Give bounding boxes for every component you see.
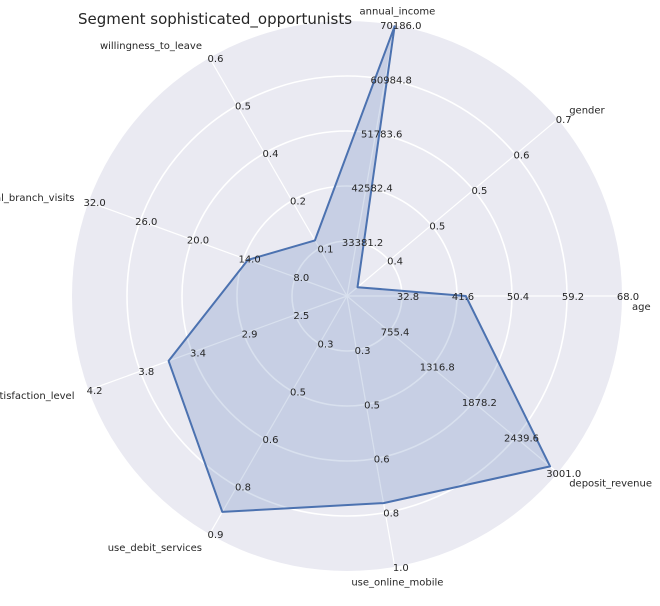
spoke-use_debit_services <box>208 295 348 535</box>
tick-use_online_mobile-2: 0.5 <box>364 400 380 411</box>
tick-annual_income-4: 60984.8 <box>371 75 412 86</box>
axis-label-age: age <box>632 302 651 313</box>
tick-service_satisfaction_level-1: 2.5 <box>293 311 309 322</box>
tick-deposit_revenue-3: 1878.2 <box>462 398 497 409</box>
axis-labels: age gender annual_income willingness_to_lea… <box>0 6 652 588</box>
axis-label-deposit_revenue: deposit_revenue <box>569 478 652 489</box>
chart-title: Segment sophisticated_opportunists <box>78 10 352 29</box>
axis-label-use_debit_services: use_debit_services <box>108 543 202 554</box>
tick-willingness_to_leave-5: 0.6 <box>208 54 224 65</box>
tick-service_satisfaction_level-4: 3.8 <box>138 367 154 378</box>
tick-annual_income-2: 42582.4 <box>351 184 392 195</box>
tick-gender-4: 0.6 <box>514 151 530 162</box>
spoke-willingness_to_leave <box>208 57 348 297</box>
spoke-service_satisfaction_level <box>88 295 348 391</box>
tick-annual_branch_visits-4: 26.0 <box>135 217 157 228</box>
tick-willingness_to_leave-1: 0.1 <box>318 244 334 255</box>
tick-use_debit_services-4: 0.8 <box>235 483 251 494</box>
tick-use_debit_services-5: 0.9 <box>208 530 224 541</box>
tick-annual_branch_visits-5: 32.0 <box>83 198 105 209</box>
tick-deposit_revenue-4: 2439.6 <box>504 433 539 444</box>
tick-service_satisfaction_level-3: 3.4 <box>190 348 206 359</box>
axis-label-annual_income: annual_income <box>360 6 436 17</box>
tick-labels: 32.8 41.6 50.4 59.2 68.0 0.4 0.5 0.5 0.6 0.7 33381… <box>83 21 639 574</box>
tick-use_debit_services-3: 0.6 <box>263 435 279 446</box>
tick-gender-1: 0.4 <box>387 257 403 268</box>
tick-deposit_revenue-2: 1316.8 <box>420 363 455 374</box>
spoke-deposit_revenue <box>346 295 559 474</box>
tick-gender-3: 0.5 <box>471 186 487 197</box>
tick-annual_branch_visits-2: 14.0 <box>238 254 260 265</box>
spoke-annual_income <box>346 25 396 297</box>
tick-willingness_to_leave-4: 0.5 <box>235 102 251 113</box>
spoke-use_online_mobile <box>346 295 396 567</box>
axis-label-annual_branch_visits: annual_branch_visits <box>0 193 75 204</box>
tick-use_online_mobile-3: 0.6 <box>374 455 390 466</box>
axis-label-gender: gender <box>569 106 605 117</box>
tick-annual_income-1: 33381.2 <box>342 238 383 249</box>
tick-age-2: 41.6 <box>452 292 474 303</box>
spoke-annual_branch_visits <box>88 201 348 297</box>
tick-annual_income-5: 70186.0 <box>380 21 421 32</box>
tick-use_online_mobile-5: 1.0 <box>393 563 409 574</box>
spoke-gender <box>346 118 559 297</box>
tick-use_debit_services-1: 0.3 <box>318 340 334 351</box>
tick-age-5: 68.0 <box>617 292 639 303</box>
axis-label-use_online_mobile: use_online_mobile <box>351 578 443 589</box>
tick-age-1: 32.8 <box>397 292 419 303</box>
tick-deposit_revenue-5: 3001.0 <box>546 469 581 480</box>
tick-use_online_mobile-1: 0.3 <box>355 346 371 357</box>
axis-label-willingness_to_leave: willingness_to_leave <box>100 41 202 52</box>
tick-gender-2: 0.5 <box>429 221 445 232</box>
tick-service_satisfaction_level-5: 4.2 <box>87 386 103 397</box>
tick-willingness_to_leave-2: 0.2 <box>290 197 306 208</box>
tick-willingness_to_leave-3: 0.4 <box>263 149 279 160</box>
tick-annual_branch_visits-3: 20.0 <box>187 236 209 247</box>
tick-age-4: 59.2 <box>562 292 584 303</box>
axis-spokes <box>88 25 622 567</box>
series-area <box>167 25 552 513</box>
tick-age-3: 50.4 <box>507 292 529 303</box>
tick-annual_branch_visits-1: 8.0 <box>293 273 309 284</box>
tick-gender-5: 0.7 <box>556 115 572 126</box>
tick-use_debit_services-2: 0.5 <box>290 387 306 398</box>
tick-annual_income-3: 51783.6 <box>361 130 402 141</box>
axis-label-service_satisfaction_level: service_satisfaction_level <box>0 391 75 402</box>
tick-use_online_mobile-4: 0.8 <box>383 509 399 520</box>
tick-deposit_revenue-1: 755.4 <box>381 327 410 338</box>
tick-service_satisfaction_level-2: 2.9 <box>242 330 258 341</box>
